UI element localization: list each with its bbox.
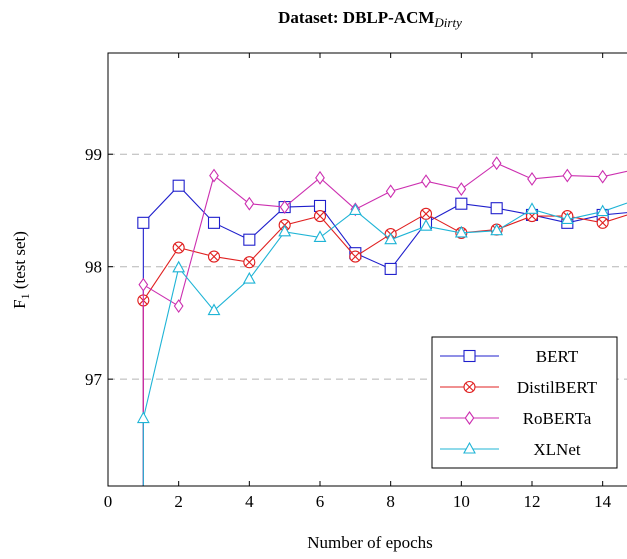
legend-marker xyxy=(463,349,476,363)
x-tick-label: 8 xyxy=(386,492,395,511)
data-point xyxy=(419,207,433,220)
series-xlnet xyxy=(136,202,627,486)
data-point xyxy=(243,256,256,269)
data-point xyxy=(562,168,573,183)
data-point xyxy=(384,232,398,245)
data-point xyxy=(348,203,362,216)
legend-item-roberta: RoBERTa xyxy=(440,409,592,428)
series-layer xyxy=(136,156,627,486)
x-tick-label: 2 xyxy=(174,492,183,511)
marker-cross xyxy=(351,252,360,261)
data-point xyxy=(421,174,431,189)
data-point xyxy=(172,260,186,273)
data-point xyxy=(172,241,185,254)
plot-frame xyxy=(107,52,627,487)
data-point xyxy=(138,277,149,292)
series-roberta xyxy=(138,156,627,486)
series-line xyxy=(142,162,627,486)
x-tick-label: 10 xyxy=(453,492,470,511)
data-point xyxy=(527,172,537,186)
marker-cross xyxy=(209,252,219,261)
data-point xyxy=(244,196,255,211)
data-point xyxy=(279,200,290,215)
legend-marker xyxy=(463,441,476,454)
legend: BERT DistilBERT RoBERTa XLNet xyxy=(431,336,618,469)
data-point xyxy=(525,202,539,214)
data-point xyxy=(349,250,362,263)
data-point xyxy=(455,197,468,210)
data-point xyxy=(384,262,397,275)
legend-label: BERT xyxy=(536,347,579,366)
data-point xyxy=(173,299,184,314)
legend-box xyxy=(431,336,618,469)
data-point xyxy=(491,156,502,171)
marker-cross xyxy=(174,243,183,252)
data-point xyxy=(560,212,574,225)
y-axis-label: F1 (test set) xyxy=(10,231,32,309)
legend-marker xyxy=(464,411,475,425)
x-tick-label: 4 xyxy=(245,492,254,511)
series-line xyxy=(142,202,627,486)
data-point xyxy=(597,169,608,184)
y-axis-ticks: 97 98 99 xyxy=(85,145,113,389)
grid-lines xyxy=(108,153,627,380)
data-point xyxy=(207,303,221,316)
data-point xyxy=(209,168,219,183)
data-point xyxy=(419,219,433,231)
legend-item-xlnet: XLNet xyxy=(440,440,581,459)
data-point xyxy=(313,210,327,223)
legend-label: XLNet xyxy=(533,440,580,459)
data-point xyxy=(313,199,327,213)
x-tick-label: 14 xyxy=(594,492,612,511)
series-line xyxy=(142,184,627,486)
data-point xyxy=(137,216,150,229)
chart-title: Dataset: DBLP-ACMDirty xyxy=(278,8,462,30)
data-point xyxy=(596,216,609,229)
x-tick-label: 6 xyxy=(316,492,325,511)
legend-label: DistilBERT xyxy=(517,378,598,397)
data-point xyxy=(454,225,468,238)
legend-label: RoBERTa xyxy=(523,409,592,428)
marker-cross xyxy=(315,211,325,221)
x-tick-label: 0 xyxy=(104,492,113,511)
data-point xyxy=(136,411,150,424)
marker-cross xyxy=(245,257,254,267)
data-point xyxy=(242,271,256,284)
data-point xyxy=(172,179,185,192)
data-point xyxy=(315,170,325,185)
marker-cross xyxy=(598,218,607,228)
legend-item-bert: BERT xyxy=(440,347,579,366)
data-point xyxy=(385,184,396,199)
data-point xyxy=(313,230,327,242)
data-point xyxy=(490,223,504,236)
x-axis-label: Number of epochs xyxy=(307,533,433,552)
legend-marker xyxy=(463,380,476,394)
marker-cross xyxy=(465,382,474,392)
data-point xyxy=(456,182,467,197)
data-point xyxy=(490,202,503,215)
data-point xyxy=(278,224,292,237)
y-tick-label: 98 xyxy=(85,258,102,277)
marker-cross xyxy=(421,209,431,219)
data-point xyxy=(207,216,221,229)
y-tick-label: 97 xyxy=(85,370,103,389)
y-tick-label: 99 xyxy=(85,145,102,164)
x-axis-ticks: 0 2 4 6 8 10 12 14 xyxy=(104,53,612,511)
x-tick-label: 12 xyxy=(524,492,541,511)
data-point xyxy=(596,204,610,217)
data-point xyxy=(207,250,221,263)
legend-item-distilbert: DistilBERT xyxy=(440,378,598,397)
data-point xyxy=(243,233,256,246)
series-line xyxy=(142,213,627,486)
